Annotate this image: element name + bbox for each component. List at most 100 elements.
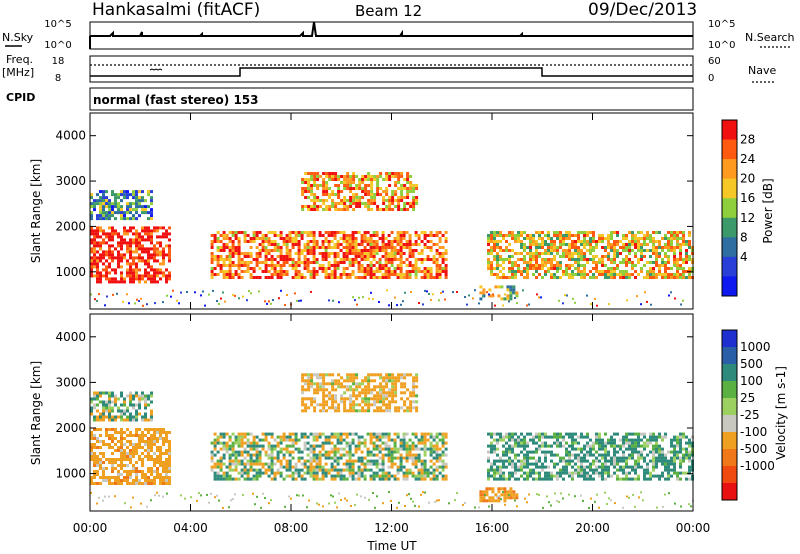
echo-cell bbox=[523, 231, 526, 234]
echo-cell bbox=[120, 241, 123, 245]
echo-cell bbox=[318, 450, 322, 454]
echo-cell bbox=[544, 240, 547, 243]
echo-cell bbox=[414, 447, 418, 451]
echo-cell bbox=[441, 444, 445, 448]
echo-cell bbox=[270, 456, 274, 460]
echo-cell bbox=[126, 232, 129, 236]
echo-cell bbox=[610, 261, 613, 264]
echo-cell bbox=[685, 276, 688, 279]
echo-cell bbox=[637, 450, 640, 454]
echo-cell bbox=[126, 211, 129, 215]
echo-cell bbox=[667, 477, 670, 481]
echo-cell bbox=[360, 240, 364, 243]
echo-cell bbox=[577, 240, 580, 243]
echo-cell bbox=[346, 208, 350, 211]
echo-cell bbox=[222, 258, 226, 261]
echo-cell bbox=[225, 276, 229, 279]
echo-cell bbox=[502, 459, 505, 463]
echo-cell bbox=[165, 440, 168, 443]
echo-cell bbox=[562, 438, 565, 442]
echo-cell bbox=[538, 432, 541, 436]
echo-cell bbox=[679, 462, 682, 466]
echo-cell bbox=[102, 250, 105, 254]
ground-scatter-cell bbox=[156, 491, 158, 494]
echo-cell bbox=[99, 274, 102, 278]
echo-cell bbox=[111, 190, 114, 194]
echo-cell bbox=[307, 397, 311, 401]
echo-cell bbox=[387, 447, 391, 451]
echo-cell bbox=[282, 438, 286, 442]
echo-cell bbox=[310, 379, 314, 383]
echo-cell bbox=[622, 438, 625, 442]
echo-cell bbox=[403, 400, 407, 404]
echo-cell bbox=[367, 178, 371, 181]
echo-cell bbox=[435, 264, 439, 267]
echo-cell bbox=[613, 444, 616, 448]
echo-cell bbox=[141, 259, 144, 263]
echo-cell bbox=[138, 244, 141, 248]
echo-cell bbox=[541, 462, 544, 466]
echo-cell bbox=[385, 190, 389, 193]
ground-scatter-cell bbox=[410, 291, 412, 293]
echo-cell bbox=[304, 373, 308, 377]
echo-cell bbox=[393, 246, 397, 249]
echo-cell bbox=[550, 267, 553, 270]
echo-cell bbox=[367, 397, 371, 401]
echo-cell bbox=[304, 187, 308, 190]
echo-cell bbox=[438, 264, 442, 267]
echo-cell bbox=[108, 412, 111, 416]
echo-cell bbox=[351, 468, 355, 472]
echo-cell bbox=[490, 273, 493, 276]
echo-cell bbox=[435, 231, 439, 234]
echo-cell bbox=[517, 237, 520, 240]
echo-cell bbox=[288, 234, 292, 237]
echo-cell bbox=[336, 438, 340, 442]
echo-cell bbox=[132, 415, 135, 419]
echo-cell bbox=[372, 249, 376, 252]
echo-cell bbox=[135, 217, 138, 221]
echo-cell bbox=[213, 471, 217, 475]
echo-cell bbox=[264, 468, 268, 472]
echo-cell bbox=[331, 397, 335, 401]
echo-cell bbox=[285, 447, 289, 451]
echo-cell bbox=[123, 217, 126, 221]
echo-cell bbox=[441, 474, 445, 478]
echo-cell bbox=[494, 493, 498, 497]
echo-cell bbox=[502, 474, 505, 478]
echo-cell bbox=[237, 261, 241, 264]
echo-cell bbox=[144, 415, 147, 419]
echo-cell bbox=[222, 273, 226, 276]
echo-cell bbox=[429, 240, 433, 243]
echo-cell bbox=[222, 447, 226, 451]
echo-cell bbox=[562, 477, 565, 481]
echo-cell bbox=[324, 468, 328, 472]
echo-cell bbox=[138, 190, 141, 194]
echo-cell bbox=[580, 468, 583, 472]
echo-cell bbox=[610, 435, 613, 439]
echo-cell bbox=[577, 258, 580, 261]
echo-cell bbox=[355, 388, 359, 392]
echo-cell bbox=[397, 373, 401, 377]
echo-cell bbox=[336, 246, 340, 249]
echo-cell bbox=[333, 465, 337, 469]
echo-cell bbox=[610, 456, 613, 460]
echo-cell bbox=[165, 229, 168, 233]
echo-cell bbox=[327, 456, 331, 460]
echo-cell bbox=[138, 434, 141, 437]
echo-cell bbox=[219, 267, 223, 270]
echo-cell bbox=[373, 397, 377, 401]
echo-cell bbox=[598, 471, 601, 475]
echo-cell bbox=[667, 459, 670, 463]
ground-scatter-cell bbox=[250, 292, 252, 295]
echo-cell bbox=[153, 437, 156, 440]
echo-cell bbox=[649, 438, 652, 442]
echo-cell bbox=[337, 178, 341, 181]
echo-cell bbox=[652, 432, 655, 436]
echo-cell bbox=[342, 234, 346, 237]
echo-cell bbox=[493, 258, 496, 261]
echo-cell bbox=[490, 270, 493, 273]
echo-cell bbox=[646, 231, 649, 234]
echo-cell bbox=[348, 447, 352, 451]
echo-cell bbox=[135, 391, 138, 395]
ground-scatter-cell bbox=[300, 299, 302, 302]
